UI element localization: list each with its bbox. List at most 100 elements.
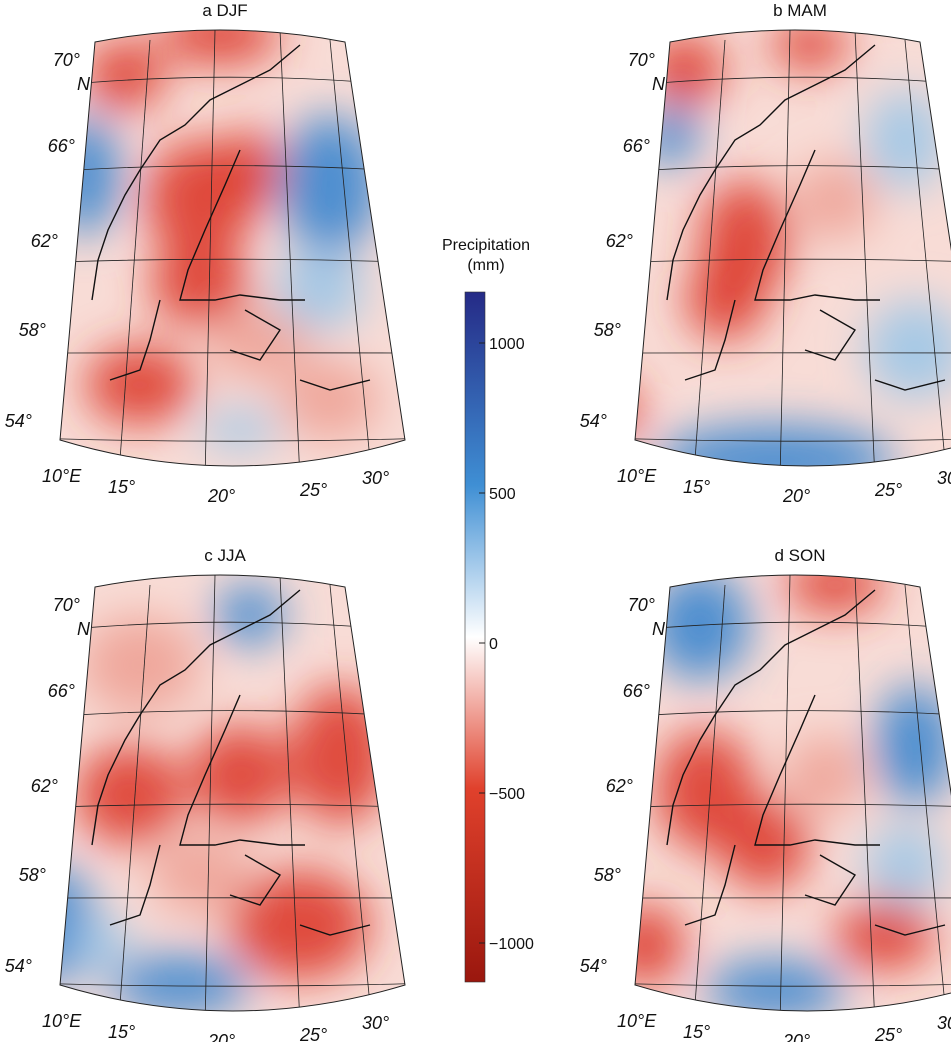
anomaly-region [275,250,365,330]
latitude-line [635,437,951,442]
anomaly-region [865,300,951,400]
longitude-line [854,575,876,1011]
anomaly-region [85,40,165,110]
longitude-line [279,30,301,466]
map-field [60,575,405,1011]
anomaly-region [785,575,885,613]
colorbar-tick-label: −500 [489,786,525,803]
panel-title: d SON [774,546,825,565]
longitude-label: 15° [108,1022,135,1042]
latitude-line [60,437,405,442]
coastline [91,44,371,391]
anomaly-region [160,30,280,65]
anomaly-region [85,345,195,425]
longitude-line [204,575,216,1011]
map-panel: a DJF 70° N 66° 62° 58° 54° 10°E 15° 20° 25° 30° [5,1,406,506]
anomaly-field [60,585,390,1011]
anomaly-region [80,615,200,715]
latitude-label: 66° [48,136,75,156]
anomaly-region [75,745,185,845]
longitude-line [904,39,946,461]
anomaly-region [875,685,951,805]
longitude-label: 10°E [42,466,82,486]
anomaly-region [640,105,700,165]
longitude-label: 15° [683,1022,710,1042]
anomaly-region [150,835,250,915]
latitude-label: N [77,74,91,94]
map-panel: c JJA 70° N 66° 62° 58° 54° 10°E 15° 20° 25° 30° [5,546,406,1042]
latitude-line [60,982,405,987]
anomaly-region [770,30,850,70]
anomaly-region [290,685,390,825]
latitude-label: 58° [19,865,46,885]
map-field [635,30,951,466]
latitude-line [60,803,405,809]
longitude-label: 15° [683,477,710,497]
latitude-label: 62° [606,776,633,796]
longitude-line [694,584,726,1006]
latitude-label: 70° [53,595,80,615]
latitude-label: 62° [31,776,58,796]
longitude-label: 20° [207,486,235,506]
latitude-label: 54° [5,411,32,431]
longitude-label: 30° [362,468,389,488]
latitude-label: 58° [594,865,621,885]
anomaly-region [865,825,945,905]
latitude-label: 70° [628,50,655,70]
map-border [634,574,951,1012]
longitude-line [279,575,301,1011]
latitude-line [60,258,405,264]
latitude-line [635,258,951,264]
longitude-label: 25° [874,480,902,500]
anomaly-region [190,725,290,825]
colorbar-tick-label: 1000 [489,336,525,353]
anomaly-region [635,380,640,440]
coastline [666,44,946,391]
latitude-label: 70° [628,595,655,615]
anomaly-region [210,310,310,380]
longitude-label: 25° [874,1025,902,1042]
anomaly-region [795,160,875,240]
latitude-line [635,982,951,987]
latitude-label: 62° [31,231,58,251]
coastline [666,589,946,936]
longitude-line [779,30,791,466]
latitude-label: 66° [623,681,650,701]
longitude-label: 15° [108,477,135,497]
latitude-label: 58° [594,320,621,340]
latitude-label: 70° [53,50,80,70]
panel-title: c JJA [204,546,246,565]
colorbar-title: Precipitation [442,237,530,254]
anomaly-region [215,585,285,645]
longitude-label: 25° [299,480,327,500]
longitude-label: 10°E [617,466,657,486]
anomaly-region [705,960,845,1011]
longitude-label: 25° [299,1025,327,1042]
latitude-line [635,803,951,809]
longitude-line [119,39,151,461]
colorbar-tick-label: 0 [489,636,498,653]
latitude-label: N [77,619,91,639]
map-field [635,575,951,1011]
latitude-label: 66° [48,681,75,701]
map-border [59,29,406,467]
anomaly-region [685,260,765,340]
anomaly-region [280,115,380,255]
panel-title: a DJF [202,1,247,20]
colorbar-tick-label: −1000 [489,936,534,953]
anomaly-region [835,900,935,970]
longitude-line [779,575,791,1011]
longitude-label: 10°E [617,1011,657,1031]
longitude-label: 30° [937,1013,951,1033]
coastline [91,589,371,936]
anomaly-region [280,360,380,440]
latitude-label: 54° [5,956,32,976]
anomaly-region [785,735,865,815]
colorbar-unit: (mm) [467,257,504,274]
map-panel: d SON 70° N 66° 62° 58° 54° 10°E 15° 20° 25° 30° [580,546,951,1042]
longitude-line [694,39,726,461]
longitude-line [904,584,946,1006]
anomaly-region [655,425,895,466]
map-panel: b MAM 70° N 66° 62° 58° 54° 10°E 15° 20° 25° 30° [580,1,951,506]
anomaly-region [865,90,945,190]
